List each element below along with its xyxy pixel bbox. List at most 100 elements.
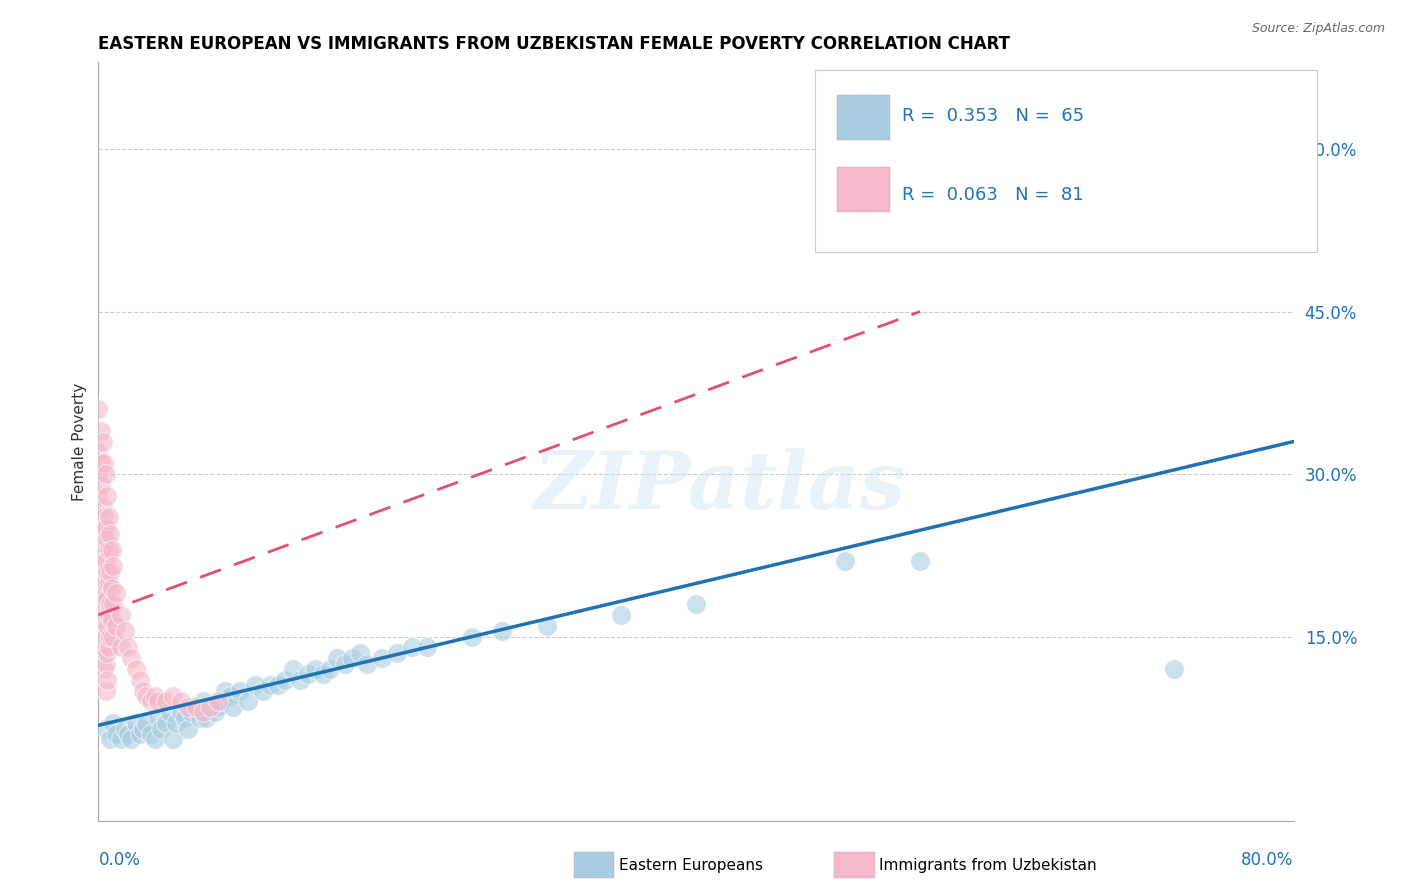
Point: [94, 467, 117, 481]
Point: [90, 586, 112, 600]
Point: [229, 683, 252, 698]
FancyBboxPatch shape: [837, 95, 890, 140]
Point: [333, 657, 356, 671]
Text: 0.0%: 0.0%: [98, 851, 141, 869]
Point: [103, 716, 125, 731]
FancyBboxPatch shape: [837, 167, 890, 211]
Point: [191, 694, 214, 708]
Point: [91, 434, 114, 449]
Point: [200, 699, 222, 714]
Point: [101, 542, 124, 557]
Text: R =  0.063   N =  81: R = 0.063 N = 81: [901, 186, 1083, 204]
Point: [98, 732, 122, 747]
Point: [177, 699, 200, 714]
Point: [135, 689, 157, 703]
Point: [93, 613, 115, 627]
Point: [209, 694, 232, 708]
Point: [93, 456, 115, 470]
Point: [114, 722, 136, 736]
Text: R =  0.353   N =  65: R = 0.353 N = 65: [901, 106, 1084, 125]
Point: [93, 640, 115, 655]
Point: [87, 467, 110, 481]
Point: [184, 699, 207, 714]
Point: [96, 646, 118, 660]
Point: [125, 716, 148, 731]
Point: [90, 521, 112, 535]
Point: [214, 683, 236, 698]
Point: [97, 607, 120, 622]
Point: [105, 586, 128, 600]
Point: [105, 618, 128, 632]
Y-axis label: Female Poverty: Female Poverty: [72, 383, 87, 500]
Point: [93, 510, 115, 524]
Point: [103, 630, 125, 644]
Point: [90, 424, 112, 438]
Point: [143, 732, 166, 747]
Point: [96, 591, 118, 606]
Text: ZIPatlas: ZIPatlas: [534, 449, 905, 525]
Point: [155, 694, 177, 708]
Point: [91, 575, 114, 590]
Point: [162, 732, 184, 747]
Text: 80.0%: 80.0%: [1241, 851, 1294, 869]
Point: [326, 651, 349, 665]
Point: [94, 722, 117, 736]
Text: Eastern Europeans: Eastern Europeans: [619, 858, 762, 872]
Point: [259, 678, 281, 692]
Point: [94, 554, 117, 568]
Point: [94, 521, 117, 535]
Point: [125, 662, 148, 676]
Point: [98, 597, 122, 611]
Point: [274, 673, 297, 687]
Point: [143, 689, 166, 703]
Text: Immigrants from Uzbekistan: Immigrants from Uzbekistan: [879, 858, 1097, 872]
Point: [252, 683, 274, 698]
Point: [98, 565, 122, 579]
Point: [91, 542, 114, 557]
Point: [110, 607, 132, 622]
Point: [91, 618, 114, 632]
Point: [207, 699, 229, 714]
Point: [98, 526, 122, 541]
Point: [188, 711, 211, 725]
Point: [245, 678, 267, 692]
Point: [103, 597, 125, 611]
Point: [96, 618, 118, 632]
Point: [219, 689, 242, 703]
Point: [94, 630, 117, 644]
Point: [96, 532, 118, 546]
Point: [169, 706, 191, 720]
Point: [281, 662, 304, 676]
Point: [93, 586, 115, 600]
Point: [311, 667, 333, 681]
Point: [101, 581, 124, 595]
Point: [90, 565, 112, 579]
Point: [319, 662, 342, 676]
Point: [148, 694, 170, 708]
Point: [132, 722, 155, 736]
Point: [685, 597, 707, 611]
Point: [97, 640, 120, 655]
Point: [1163, 662, 1185, 676]
Point: [90, 542, 112, 557]
Point: [90, 607, 112, 622]
Point: [304, 662, 326, 676]
Point: [236, 694, 259, 708]
Point: [103, 559, 125, 574]
Point: [148, 711, 170, 725]
Point: [174, 711, 197, 725]
Point: [222, 699, 245, 714]
Point: [288, 673, 311, 687]
Point: [87, 402, 110, 417]
Point: [150, 722, 173, 736]
Point: [97, 510, 120, 524]
Text: Source: ZipAtlas.com: Source: ZipAtlas.com: [1251, 22, 1385, 36]
Point: [93, 532, 115, 546]
Point: [91, 500, 114, 514]
Point: [93, 662, 115, 676]
Point: [135, 716, 157, 731]
Point: [91, 597, 114, 611]
Point: [416, 640, 439, 655]
Point: [91, 521, 114, 535]
Point: [349, 646, 371, 660]
